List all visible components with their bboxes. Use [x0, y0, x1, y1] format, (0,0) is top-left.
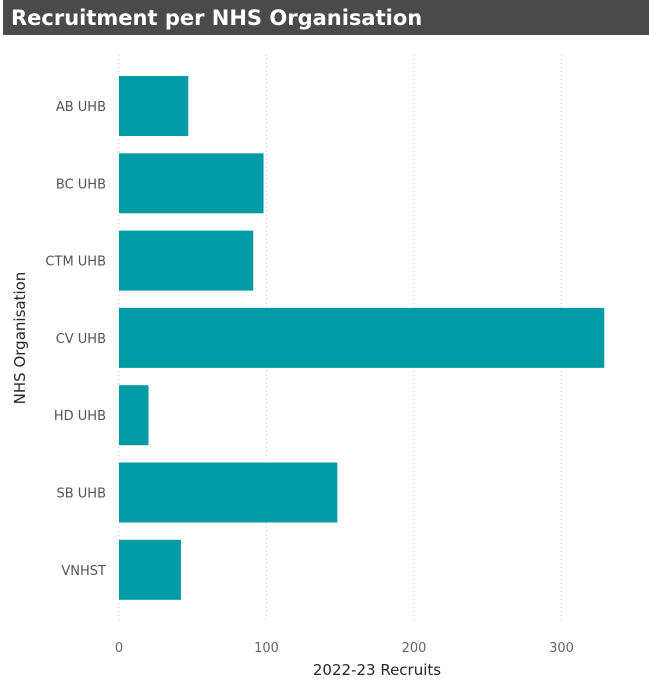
y-axis-title: NHS Organisation [11, 272, 29, 405]
chart-title: Recruitment per NHS Organisation [11, 5, 423, 30]
x-tick-labels: 0 100 200 300 [115, 641, 574, 656]
category-label: HD UHB [54, 409, 106, 424]
category-label: VNHST [61, 564, 106, 579]
bar-vnhst[interactable] [119, 539, 181, 600]
category-label: CV UHB [56, 332, 106, 347]
gridlines [118, 55, 562, 622]
bar-ab-uhb[interactable] [119, 76, 189, 136]
x-tick-label: 300 [549, 641, 574, 656]
category-label: BC UHB [56, 177, 106, 192]
bar-bc-uhb[interactable] [119, 153, 264, 214]
category-labels: AB UHB BC UHB CTM UHB CV UHB HD UHB SB UHB VNH… [45, 100, 106, 579]
bar-cv-uhb[interactable] [119, 307, 605, 368]
x-tick-label: 200 [402, 641, 427, 656]
bars [119, 76, 605, 600]
category-label: SB UHB [56, 487, 106, 502]
category-label: AB UHB [56, 100, 106, 115]
category-label: CTM UHB [45, 255, 106, 270]
x-tick-label: 0 [115, 641, 123, 656]
x-axis-title: 2022-23 Recruits [313, 661, 441, 679]
bar-hd-uhb[interactable] [119, 385, 149, 446]
x-tick-label: 100 [254, 641, 279, 656]
bar-sb-uhb[interactable] [119, 462, 338, 523]
bar-ctm-uhb[interactable] [119, 230, 254, 291]
chart-title-bar: Recruitment per NHS Organisation [3, 0, 649, 35]
